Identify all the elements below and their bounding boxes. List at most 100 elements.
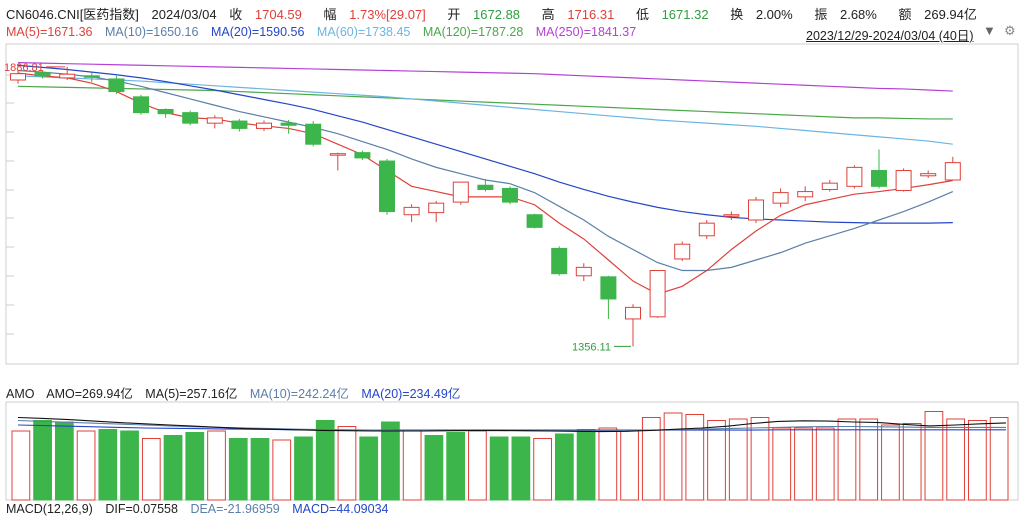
amo-ma5: MA(5)=257.16亿 — [145, 387, 238, 401]
candle-body — [329, 153, 346, 156]
volume-bar — [98, 429, 118, 501]
candle-body — [83, 75, 100, 78]
candle-body — [575, 266, 592, 277]
candle-body — [846, 166, 863, 187]
macd-dea: DEA=-21.96959 — [190, 502, 280, 516]
volume-bar — [815, 427, 835, 501]
gear-icon[interactable]: ⚙ — [1004, 23, 1016, 38]
candle-body — [698, 222, 715, 237]
volume-bar — [163, 435, 183, 501]
candle-body — [206, 117, 223, 124]
low-label: 低 — [635, 7, 649, 22]
candle-body — [920, 173, 937, 177]
candle-body — [649, 270, 666, 318]
candle-body — [772, 192, 789, 204]
quote-date: 2024/03/04 — [151, 7, 217, 22]
candle-body — [34, 72, 51, 77]
volume-bar — [11, 430, 31, 501]
volume-bar — [750, 417, 770, 501]
volume-bar — [728, 418, 748, 501]
candle-body — [379, 160, 395, 213]
ma250-line — [17, 62, 953, 92]
candle-body — [502, 187, 518, 203]
macd-value: MACD=44.09034 — [292, 502, 389, 516]
ma10-line — [17, 69, 954, 272]
macd-legend: MACD(12,26,9) DIF=0.07558 DEA=-21.96959 … — [6, 502, 397, 516]
candle-body — [59, 73, 76, 79]
volume-bar — [33, 420, 52, 501]
candle-body — [526, 214, 543, 228]
low-annotation-label: 1356.11 — [572, 341, 611, 353]
volume-bar — [489, 436, 509, 501]
amo-ma10: MA(10)=242.24亿 — [249, 387, 349, 401]
low-value: 1671.32 — [661, 7, 709, 22]
triangle-down-icon[interactable]: ▼ — [983, 23, 996, 38]
volume-bar — [772, 427, 792, 501]
volume-legend: AMO AMO=269.94亿 MA(5)=257.16亿 MA(10)=242… — [6, 383, 469, 402]
amount-label: 额 — [898, 7, 912, 22]
candle-body — [625, 306, 641, 320]
candle-body — [477, 184, 494, 190]
candle-body — [133, 96, 149, 114]
ma120-legend: MA(120)=1787.28 — [422, 25, 524, 39]
volume-bar — [924, 411, 944, 501]
amo-value: AMO=269.94亿 — [46, 387, 133, 401]
candle-body — [871, 170, 887, 187]
volume-bar — [185, 432, 205, 501]
open-value: 1672.88 — [473, 7, 521, 22]
candle-body — [551, 247, 568, 275]
volume-bar — [250, 438, 270, 501]
volume-bar — [554, 433, 574, 501]
volume-bar — [902, 423, 922, 501]
volume-bar — [576, 429, 596, 501]
volume-bar — [641, 417, 661, 501]
volume-bar — [228, 438, 248, 501]
turnover-value: 2.00% — [755, 7, 793, 22]
candle-body — [182, 112, 199, 124]
candle-body — [428, 202, 445, 214]
volume-bar — [424, 435, 444, 501]
change-value: 1.73%[29.07] — [349, 7, 426, 22]
ma250-legend: MA(250)=1841.37 — [535, 25, 637, 39]
amount-value: 269.94亿 — [924, 7, 977, 22]
candle-body — [256, 122, 272, 129]
ma20-line — [17, 64, 953, 224]
volume-bar — [620, 430, 639, 501]
ma20-legend: MA(20)=1590.56 — [210, 25, 305, 39]
candle-body — [600, 276, 617, 300]
volume-bar — [794, 427, 813, 501]
high-value: 1716.31 — [567, 7, 615, 22]
close-label: 收 — [229, 7, 243, 22]
macd-title: MACD(12,26,9) — [6, 502, 93, 516]
volume-bar — [315, 420, 335, 501]
candle-body — [280, 122, 297, 126]
volume-bar — [359, 436, 379, 501]
volume-bar — [859, 418, 879, 501]
amplitude-value: 2.68% — [839, 7, 877, 22]
volume-bar — [468, 430, 487, 501]
candle-body — [108, 78, 125, 93]
amount_ma5-line — [17, 416, 1007, 433]
ma-legend: MA(5)=1671.36 MA(10)=1650.16 MA(20)=1590… — [6, 25, 645, 39]
volume-bar — [337, 426, 357, 501]
close-value: 1704.59 — [254, 7, 302, 22]
amo-ma20: MA(20)=234.49亿 — [361, 387, 461, 401]
volume-bar — [968, 420, 987, 501]
volume-bar — [837, 418, 857, 501]
amo-title: AMO — [6, 387, 35, 401]
candle-body — [157, 108, 174, 115]
volume-bar — [511, 436, 531, 501]
candle-body — [895, 170, 912, 192]
candle-body — [674, 243, 691, 260]
high-label: 高 — [541, 7, 555, 22]
turnover-label: 换 — [730, 7, 744, 22]
volume-bar — [76, 430, 96, 501]
change-label: 幅 — [323, 7, 337, 22]
volume-bar — [989, 417, 1009, 501]
date-range-selector[interactable]: 2023/12/29-2024/03/04 (40日) — [806, 29, 974, 43]
open-label: 开 — [447, 7, 461, 22]
ma120-line — [17, 85, 953, 120]
volume-bar — [402, 430, 422, 501]
volume-bar — [207, 430, 226, 501]
